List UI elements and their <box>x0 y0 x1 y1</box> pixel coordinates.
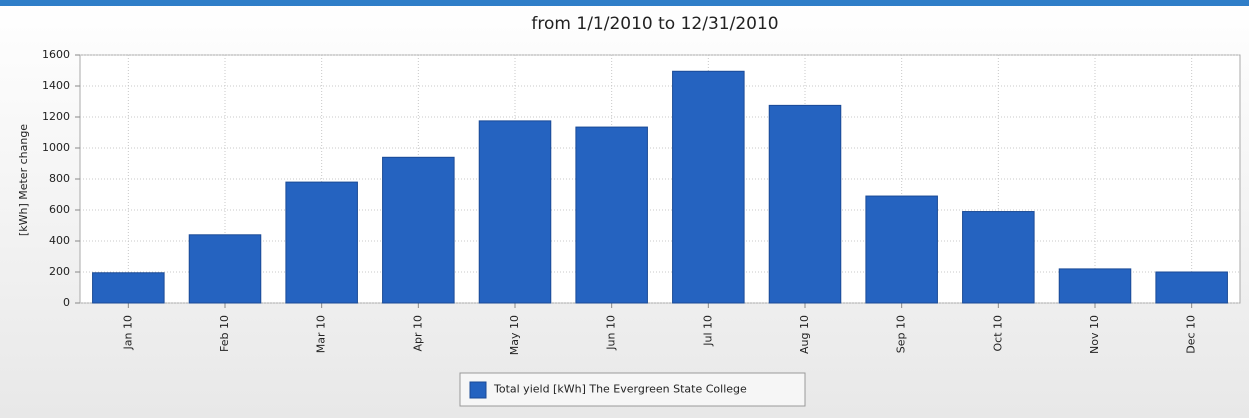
y-tick-label: 1600 <box>42 48 70 61</box>
x-tick-label: Apr 10 <box>411 315 424 352</box>
x-tick-label: Jun 10 <box>605 315 618 351</box>
x-tick-label: Jul 10 <box>701 315 714 347</box>
y-tick-label: 200 <box>49 265 70 278</box>
y-tick-label: 600 <box>49 203 70 216</box>
x-tick-label: Aug 10 <box>798 315 811 354</box>
y-tick-label: 400 <box>49 234 70 247</box>
bar <box>92 272 165 304</box>
x-tick-label: Feb 10 <box>218 315 231 352</box>
y-tick-label: 1200 <box>42 110 70 123</box>
bar <box>962 211 1035 304</box>
x-tick-label: Jan 10 <box>121 315 134 350</box>
x-tick-label: Dec 10 <box>1185 315 1198 354</box>
header-strip <box>0 0 1249 6</box>
y-tick-label: 0 <box>63 296 70 309</box>
bar <box>768 104 842 304</box>
bar <box>865 195 938 304</box>
legend-swatch <box>469 381 487 399</box>
x-tick-label: May 10 <box>508 315 521 355</box>
x-tick-label: Sep 10 <box>895 315 908 353</box>
y-tick-label: 800 <box>49 172 70 185</box>
bar <box>575 126 648 304</box>
legend-label: Total yield [kWh] The Evergreen State Co… <box>493 383 747 396</box>
chart-title: from 1/1/2010 to 12/31/2010 <box>531 14 778 34</box>
bar <box>1155 271 1228 304</box>
bar <box>478 120 552 304</box>
bar <box>1058 268 1132 304</box>
y-tick-label: 1000 <box>42 141 70 154</box>
bar <box>285 181 358 304</box>
y-axis-label: [kWh] Meter change <box>17 124 30 236</box>
x-tick-label: Mar 10 <box>315 315 328 353</box>
y-tick-label: 1400 <box>42 79 70 92</box>
legend-box <box>459 372 806 407</box>
bar <box>672 70 745 304</box>
x-tick-label: Nov 10 <box>1088 315 1101 354</box>
bar <box>382 156 455 304</box>
bar <box>188 234 262 304</box>
x-tick-label: Oct 10 <box>991 315 1004 352</box>
